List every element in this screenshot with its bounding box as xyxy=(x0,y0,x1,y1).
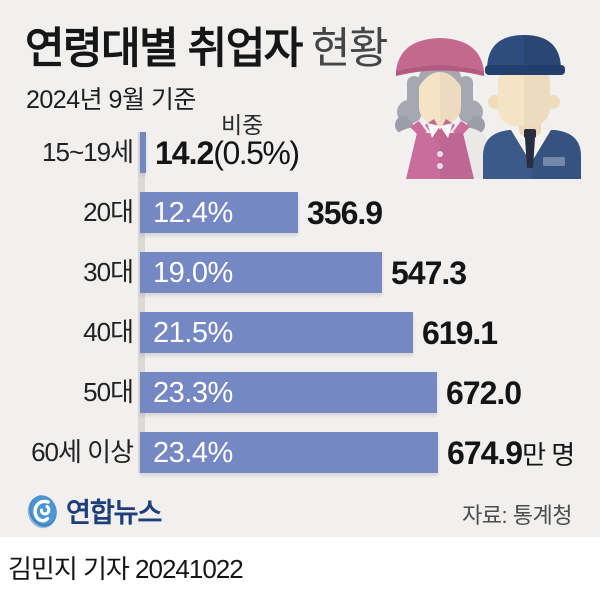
unit-suffix: 만 명 xyxy=(522,440,575,470)
yonhap-logo: 연합뉴스 xyxy=(26,491,162,530)
value-label: 356.9 xyxy=(307,195,383,231)
category-label: 50대 xyxy=(83,377,134,407)
elderly-worker-couple-icon xyxy=(389,35,581,179)
bar: 19.0% xyxy=(140,252,382,293)
page-title-main: 연령대별 취업자 xyxy=(25,25,303,73)
page-title-sub: 현황 xyxy=(310,25,389,73)
axis-baseline xyxy=(138,132,145,473)
value-label: 14.2(0.5%) xyxy=(155,135,300,171)
page-title: 연령대별 취업자 현황 xyxy=(25,14,389,76)
yonhap-logo-text: 연합뉴스 xyxy=(66,498,162,528)
share-column-header: 비중 xyxy=(221,112,264,138)
bar: 23.3% xyxy=(140,372,437,413)
bar: 21.5% xyxy=(140,312,413,353)
share-label: 12.4% xyxy=(153,197,233,229)
elderly-man-icon xyxy=(483,35,581,179)
share-label: 21.5% xyxy=(153,317,233,349)
bar: 12.4% xyxy=(140,192,298,233)
category-label: 60세 이상 xyxy=(31,437,134,467)
category-label: 20대 xyxy=(83,197,134,227)
chart-row: 50대 23.3% 672.0 xyxy=(0,372,600,413)
share-label: 19.0% xyxy=(153,257,233,289)
share-label: 23.4% xyxy=(153,437,233,469)
share-label: 23.3% xyxy=(153,377,233,409)
value-label: 547.3 xyxy=(391,255,467,291)
category-label: 30대 xyxy=(83,257,134,287)
byline-strip: 김민지 기자 20241022 xyxy=(0,537,600,597)
bar xyxy=(140,132,146,173)
category-label: 40대 xyxy=(83,317,134,347)
chart-row: 60세 이상 23.4% 674.9만 명 xyxy=(0,432,600,473)
value-label: 674.9만 명 xyxy=(447,435,575,471)
bar: 23.4% xyxy=(140,432,438,473)
elderly-woman-icon xyxy=(389,38,491,179)
reporter-byline: 김민지 기자 20241022 xyxy=(8,554,244,584)
chart-row: 20대 12.4% 356.9 xyxy=(0,192,600,233)
share-label: (0.5%) xyxy=(213,135,300,171)
chart-row: 40대 21.5% 619.1 xyxy=(0,312,600,353)
date-note: 2024년 9월 기준 xyxy=(26,86,196,114)
chart-row: 30대 19.0% 547.3 xyxy=(0,252,600,293)
data-source: 자료: 통계청 xyxy=(462,503,572,528)
value-label: 672.0 xyxy=(446,375,522,411)
yonhap-globe-icon xyxy=(27,494,57,528)
chart-row: 15~19세 14.2(0.5%) xyxy=(0,132,600,173)
category-label: 15~19세 xyxy=(42,137,134,167)
value-label: 619.1 xyxy=(422,315,498,351)
